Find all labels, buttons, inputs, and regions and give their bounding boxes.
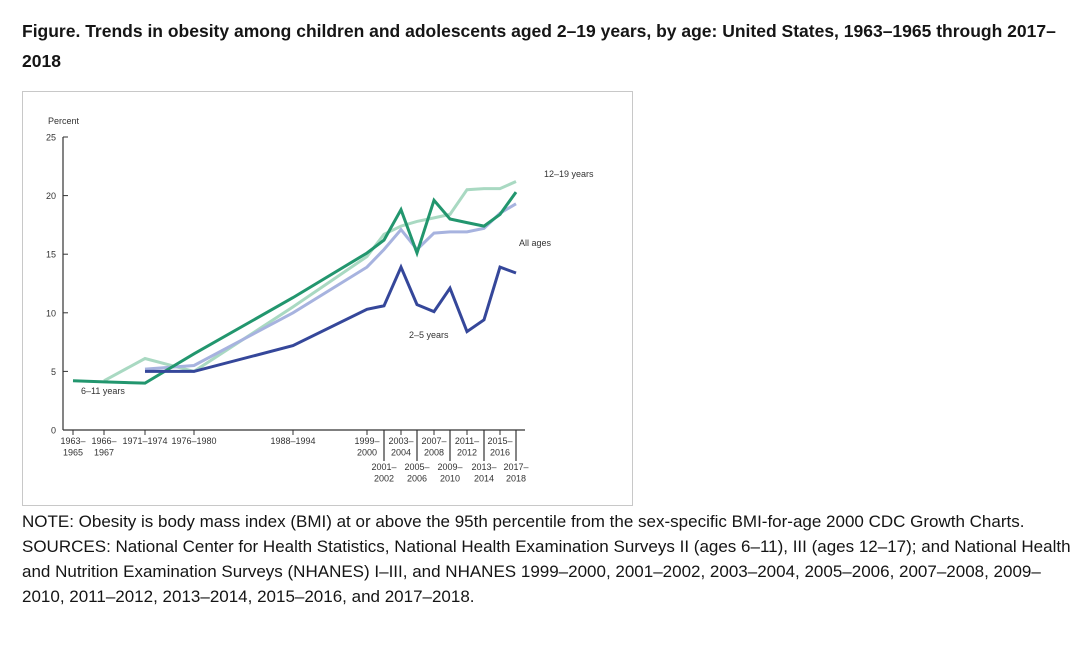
x-tick-label: 2017–: [503, 462, 528, 472]
note-text: NOTE: Obesity is body mass index (BMI) a…: [22, 512, 1025, 531]
x-tick-label: 2016: [490, 448, 510, 458]
x-tick-label: 2010: [440, 474, 460, 484]
series-label: 12–19 years: [544, 169, 594, 179]
series-label: 6–11 years: [81, 386, 125, 396]
series-line-all-ages: [144, 202, 517, 371]
series-label: 2–5 years: [409, 330, 449, 340]
x-tick-label: 2012: [457, 448, 477, 458]
x-tick-label: 2006: [407, 474, 427, 484]
x-tick-label: 2008: [424, 448, 444, 458]
x-tick-label: 2003–: [388, 436, 413, 446]
figure-title: Figure. Trends in obesity among children…: [22, 21, 1056, 71]
x-tick-label: 1988–1994: [270, 436, 315, 446]
line-chart: Percent 0 5 10 15 20 25 1963– 1965 1966– 1967 1971–…: [46, 116, 594, 484]
x-tick-label: 1999–: [354, 436, 379, 446]
y-tick-label: 25: [46, 133, 56, 143]
x-tick-label: 2018: [506, 474, 526, 484]
y-tick-label: 5: [51, 367, 56, 377]
x-tick-label: 2011–: [455, 436, 479, 446]
x-tick-label: 1965: [63, 448, 83, 458]
y-tick-label: 10: [46, 308, 56, 318]
y-tick-label: 15: [46, 250, 56, 260]
x-tick-label: 2005–: [404, 462, 429, 472]
x-tick-label: 1971–1974: [122, 436, 167, 446]
figure-notes: NOTE: Obesity is body mass index (BMI) a…: [22, 509, 1077, 609]
x-tick-label: 1976–1980: [171, 436, 216, 446]
x-tick-label: 2013–: [471, 462, 496, 472]
x-tick-label: 2014: [474, 474, 494, 484]
x-tick-label: 1967: [94, 448, 114, 458]
x-tick-label: 2001–: [371, 462, 396, 472]
y-axis-label: Percent: [48, 116, 80, 126]
x-tick-label: 2004: [391, 448, 411, 458]
x-tick-label: 1963–: [60, 436, 85, 446]
x-tick-label: 1966–: [91, 436, 116, 446]
x-tick-label: 2000: [357, 448, 377, 458]
y-tick-label: 20: [46, 191, 56, 201]
x-tick-label: 2002: [374, 474, 394, 484]
sources-text: SOURCES: National Center for Health Stat…: [22, 537, 1071, 606]
series-line-12-19-years: [103, 180, 517, 383]
y-tick-label: 0: [51, 426, 56, 436]
x-tick-label: 2007–: [421, 436, 446, 446]
x-tick-label: 2009–: [437, 462, 462, 472]
x-tick-label: 2015–: [487, 436, 512, 446]
chart-container: Percent 0 5 10 15 20 25 1963– 1965 1966– 1967 1971–…: [22, 91, 633, 506]
series-label: All ages: [519, 238, 552, 248]
